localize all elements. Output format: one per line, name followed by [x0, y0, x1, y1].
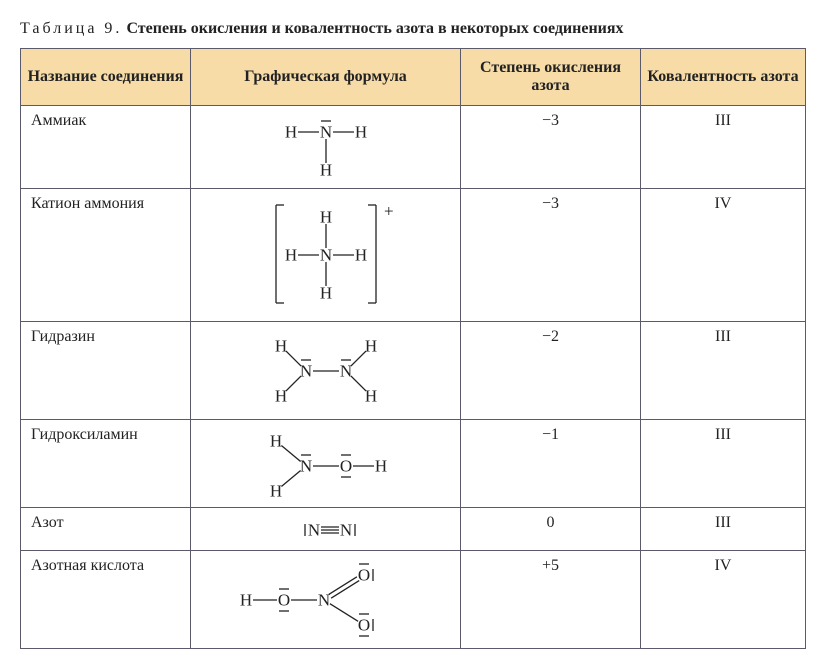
- svg-text:O: O: [357, 616, 369, 635]
- svg-text:N: N: [299, 457, 311, 476]
- covalency: III: [641, 106, 806, 189]
- svg-text:H: H: [354, 123, 366, 142]
- svg-text:H: H: [284, 246, 296, 265]
- table-caption: Таблица 9. Степень окисления и ковалентн…: [20, 20, 805, 38]
- oxidation-state: 0: [461, 508, 641, 551]
- compound-formula: HHNHH+: [191, 189, 461, 322]
- svg-text:H: H: [354, 246, 366, 265]
- svg-text:N: N: [317, 591, 329, 610]
- compound-formula: HNHH: [191, 106, 461, 189]
- chemistry-table: Название соединения Графическая формула …: [20, 48, 806, 649]
- table-row: АммиакHNHH−3III: [21, 106, 806, 189]
- covalency: III: [641, 420, 806, 508]
- compound-name: Гидроксиламин: [21, 420, 191, 508]
- compound-name: Гидразин: [21, 322, 191, 420]
- svg-text:H: H: [319, 161, 331, 180]
- col-covalency: Ковалентность азота: [641, 49, 806, 106]
- svg-text:O: O: [357, 566, 369, 585]
- oxidation-state: −3: [461, 106, 641, 189]
- svg-text:+: +: [384, 202, 394, 221]
- compound-formula: H O N O O: [191, 551, 461, 649]
- compound-name: Азот: [21, 508, 191, 551]
- svg-text:H: H: [319, 284, 331, 303]
- table-row: ГидразинHHNNHH−2III: [21, 322, 806, 420]
- svg-text:H: H: [274, 387, 286, 406]
- table-row: Катион аммонияHHNHH+−3IV: [21, 189, 806, 322]
- col-oxidation: Степень окисления азота: [461, 49, 641, 106]
- oxidation-state: −3: [461, 189, 641, 322]
- compound-formula: NN: [191, 508, 461, 551]
- caption-title: Степень окисления и ковалентность азота …: [126, 20, 623, 37]
- oxidation-state: +5: [461, 551, 641, 649]
- svg-text:N: N: [339, 521, 351, 540]
- svg-text:H: H: [374, 457, 386, 476]
- col-formula: Графическая формула: [191, 49, 461, 106]
- compound-name: Азотная кислота: [21, 551, 191, 649]
- svg-text:O: O: [277, 591, 289, 610]
- caption-label: Таблица 9.: [20, 20, 122, 37]
- svg-text:H: H: [269, 482, 281, 501]
- col-name: Название соединения: [21, 49, 191, 106]
- svg-text:H: H: [269, 432, 281, 451]
- svg-text:N: N: [299, 362, 311, 381]
- covalency: III: [641, 508, 806, 551]
- table-row: АзотNN0III: [21, 508, 806, 551]
- oxidation-state: −2: [461, 322, 641, 420]
- oxidation-state: −1: [461, 420, 641, 508]
- svg-text:N: N: [319, 123, 331, 142]
- table-row: Азотная кислота H O N O O +5IV: [21, 551, 806, 649]
- svg-text:N: N: [319, 246, 331, 265]
- compound-name: Катион аммония: [21, 189, 191, 322]
- compound-formula: HHNNHH: [191, 322, 461, 420]
- svg-text:N: N: [307, 521, 319, 540]
- compound-name: Аммиак: [21, 106, 191, 189]
- svg-text:H: H: [284, 123, 296, 142]
- svg-text:H: H: [364, 387, 376, 406]
- svg-text:H: H: [239, 591, 251, 610]
- table-row: ГидроксиламинHNOHH−1III: [21, 420, 806, 508]
- svg-text:H: H: [274, 337, 286, 356]
- header-row: Название соединения Графическая формула …: [21, 49, 806, 106]
- svg-text:H: H: [319, 208, 331, 227]
- covalency: IV: [641, 551, 806, 649]
- svg-text:O: O: [339, 457, 351, 476]
- covalency: IV: [641, 189, 806, 322]
- svg-text:H: H: [364, 337, 376, 356]
- svg-text:N: N: [339, 362, 351, 381]
- covalency: III: [641, 322, 806, 420]
- compound-formula: HNOHH: [191, 420, 461, 508]
